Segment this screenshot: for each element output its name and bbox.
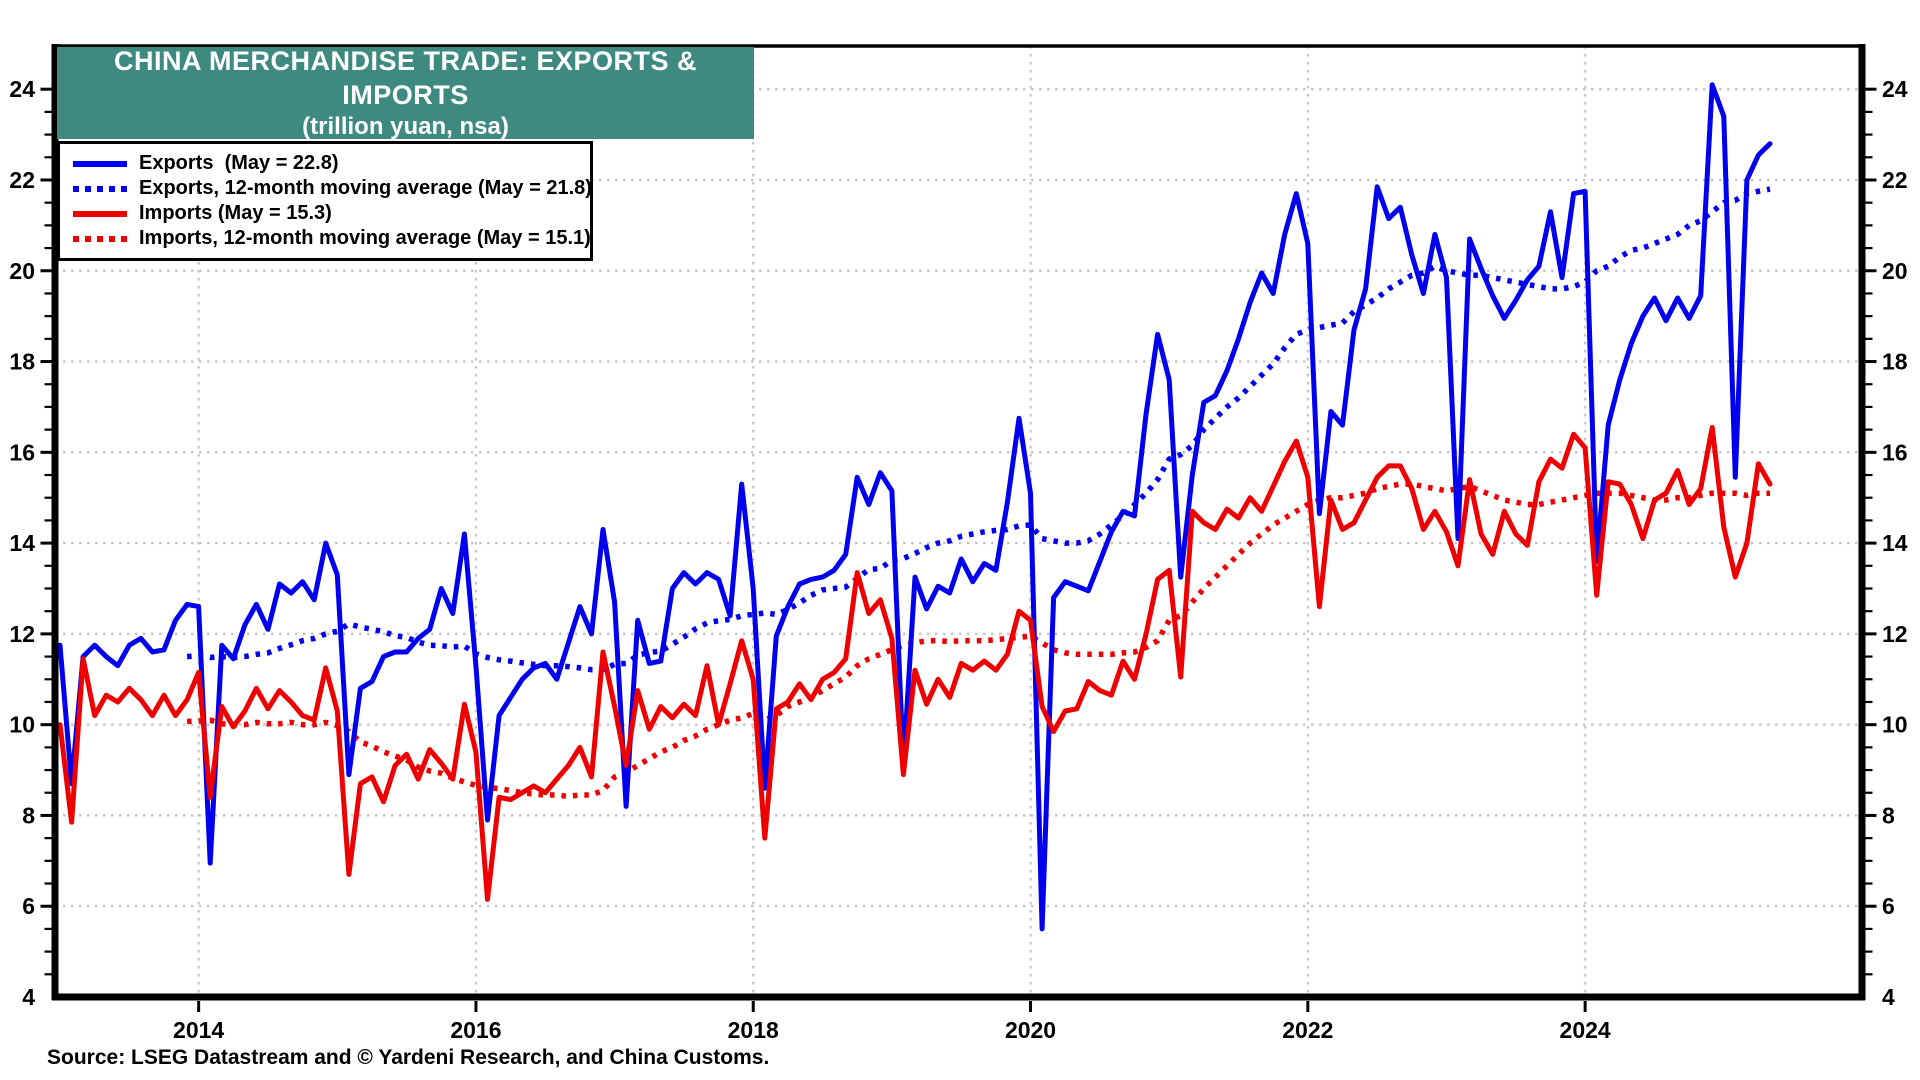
y-label-right-14: 14 (1882, 530, 1908, 556)
imports-line (58, 424, 1773, 902)
x-label-2018: 2018 (728, 1017, 779, 1043)
x-label-2016: 2016 (450, 1017, 501, 1043)
y-label-left-22: 22 (9, 167, 35, 193)
y-label-left-12: 12 (9, 621, 35, 647)
y-label-right-24: 24 (1882, 76, 1908, 102)
legend-label: Exports (May = 22.8) (139, 152, 339, 174)
source-note: Source: LSEG Datastream and © Yardeni Re… (47, 1046, 770, 1069)
x-label-2022: 2022 (1282, 1017, 1333, 1043)
chart-title: CHINA MERCHANDISE TRADE: EXPORTS & IMPOR… (113, 46, 698, 110)
y-label-left-18: 18 (9, 349, 35, 375)
exports-line-swatch (73, 160, 127, 167)
y-label-left-6: 6 (22, 893, 35, 919)
y-label-left-16: 16 (9, 439, 35, 465)
y-label-right-16: 16 (1882, 439, 1908, 465)
y-label-right-22: 22 (1882, 167, 1908, 193)
y-label-right-6: 6 (1882, 893, 1895, 919)
imports-ma-line (186, 481, 1770, 800)
y-label-right-12: 12 (1882, 621, 1908, 647)
imports-ma-swatch (73, 235, 127, 242)
y-label-right-10: 10 (1882, 712, 1908, 738)
y-label-left-8: 8 (22, 802, 35, 828)
legend-item-imports: Imports (May = 15.3) (73, 201, 582, 226)
exports-ma-line (186, 186, 1771, 673)
y-label-right-18: 18 (1882, 349, 1908, 375)
chart-subtitle: (trillion yuan, nsa) (302, 113, 509, 140)
legend-box: Exports (May = 22.8) Exports, 12-month m… (57, 141, 593, 261)
chart-title-banner: CHINA MERCHANDISE TRADE: EXPORTS & IMPOR… (57, 46, 754, 140)
legend-label: Exports, 12-month moving average (May = … (139, 177, 592, 199)
exports-ma-swatch (73, 185, 127, 192)
legend-item-imports-ma: Imports, 12-month moving average (May = … (73, 226, 591, 251)
x-label-2020: 2020 (1005, 1017, 1056, 1043)
y-label-left-24: 24 (9, 76, 35, 102)
exports-line (58, 82, 1773, 932)
y-label-right-20: 20 (1882, 258, 1908, 284)
legend-label: Imports, 12-month moving average (May = … (139, 227, 591, 249)
legend-label: Imports (May = 15.3) (139, 202, 332, 224)
y-label-left-4: 4 (22, 984, 35, 1010)
y-label-left-20: 20 (9, 258, 35, 284)
x-label-2014: 2014 (173, 1017, 224, 1043)
y-label-left-10: 10 (9, 712, 35, 738)
y-label-right-8: 8 (1882, 802, 1895, 828)
x-label-2024: 2024 (1560, 1017, 1611, 1043)
imports-line-swatch (73, 210, 127, 217)
legend-item-exports: Exports (May = 22.8) (73, 151, 582, 176)
y-label-right-4: 4 (1882, 984, 1895, 1010)
y-label-left-14: 14 (9, 530, 35, 556)
legend-item-exports-ma: Exports, 12-month moving average (May = … (73, 176, 592, 201)
